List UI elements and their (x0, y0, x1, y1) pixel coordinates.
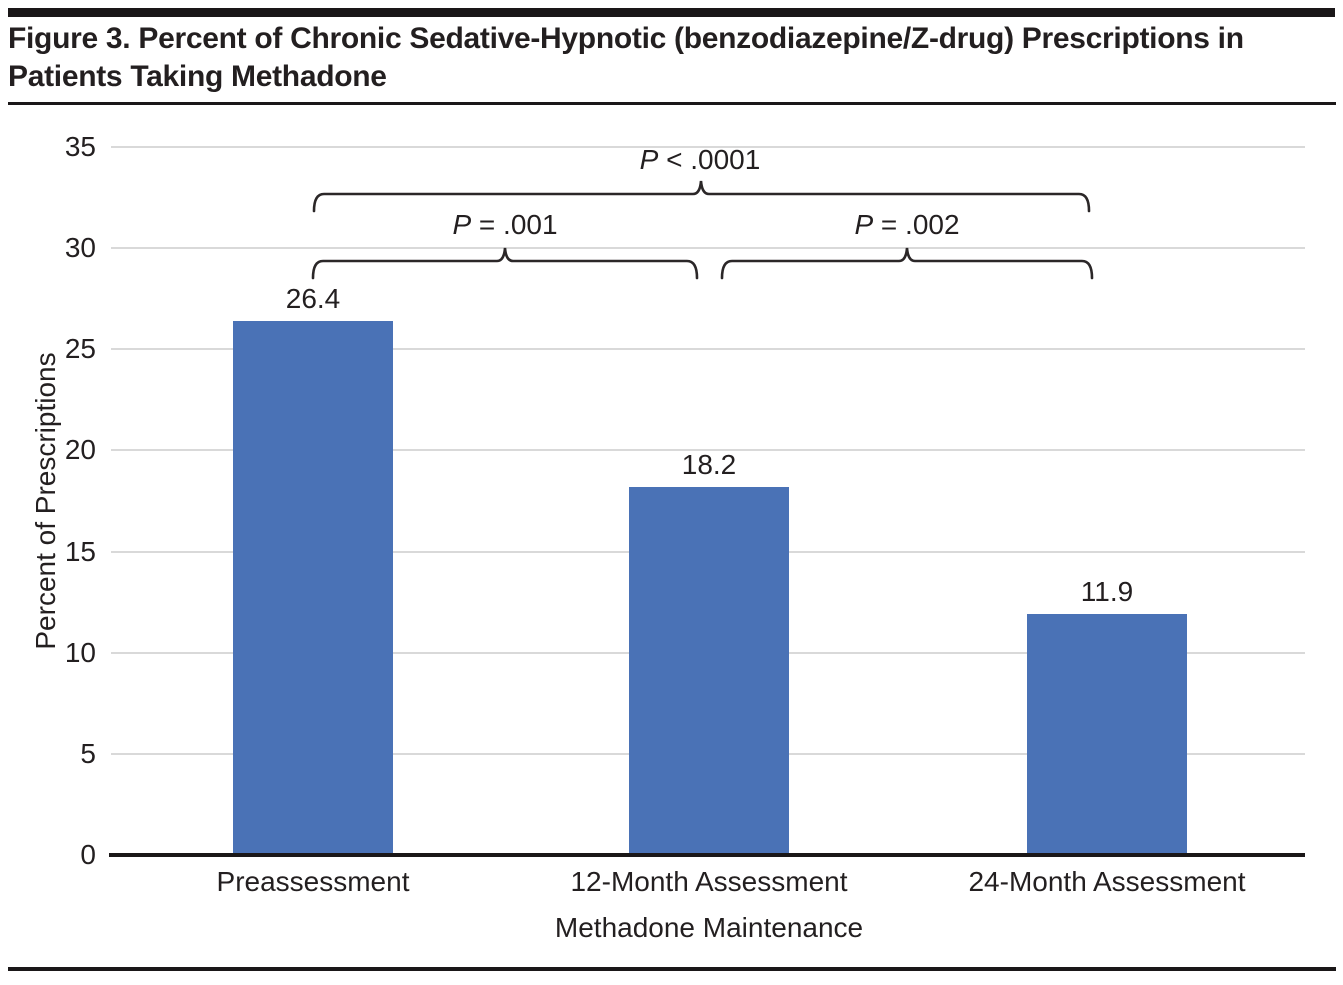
p-value-label-2: P = .002 (854, 209, 960, 240)
x-tick-label: 24-Month Assessment (968, 866, 1246, 897)
figure-top-rule (8, 8, 1335, 17)
y-tick-label-30: 30 (64, 232, 96, 263)
y-tick-label-10: 10 (64, 637, 96, 668)
figure-bottom-rule (8, 967, 1336, 971)
y-tick-label-5: 5 (80, 738, 96, 769)
figure-title: Figure 3. Percent of Chronic Sedative-Hy… (8, 22, 1244, 93)
y-tick-label-25: 25 (64, 333, 96, 364)
y-tick-label-20: 20 (64, 434, 96, 465)
p-value-label-1: P = .001 (452, 209, 558, 240)
bracket-1 (311, 247, 699, 280)
y-tick-label-15: 15 (64, 536, 96, 567)
y-tick-label-35: 35 (64, 131, 96, 162)
bar-12-month-assessment (629, 487, 789, 853)
x-axis-line (109, 853, 1305, 857)
x-tick-label: Preassessment (216, 866, 410, 897)
gridline-y-20 (111, 449, 1305, 451)
x-axis-title: Methadone Maintenance (554, 912, 864, 943)
bar-preassessment (233, 321, 393, 853)
gridline-y-25 (111, 348, 1305, 350)
y-tick-label-0: 0 (80, 839, 96, 870)
p-value-label-0: P < .0001 (639, 144, 761, 175)
x-tick-label: 12-Month Assessment (570, 866, 848, 897)
bar-value-label: 26.4 (285, 283, 341, 314)
bracket-0 (312, 180, 1091, 213)
bar-value-label: 11.9 (1080, 576, 1134, 607)
title-divider-rule (8, 102, 1336, 105)
gridline-y-30 (111, 247, 1305, 249)
bar-value-label: 18.2 (681, 449, 737, 480)
gridline-y-35 (111, 146, 1305, 148)
bar-24-month-assessment (1027, 614, 1187, 853)
bracket-2 (720, 247, 1094, 280)
y-axis-title: Percent of Prescriptions (30, 352, 61, 650)
